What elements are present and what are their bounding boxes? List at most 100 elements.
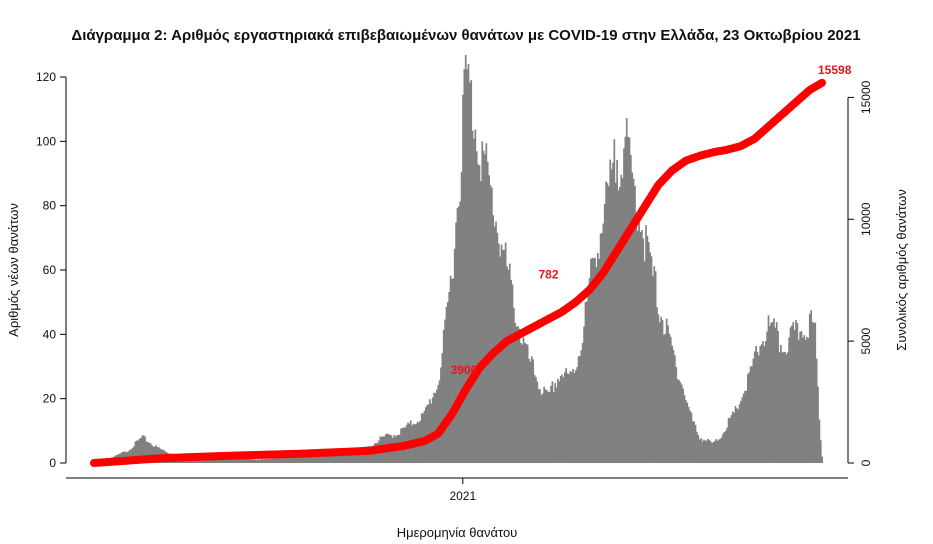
bar — [594, 257, 596, 463]
bar — [584, 301, 587, 463]
bar — [625, 118, 628, 463]
bar — [716, 440, 719, 463]
bar — [507, 269, 510, 463]
bar — [603, 204, 606, 464]
bar — [228, 457, 230, 463]
bar — [358, 449, 361, 463]
bar — [308, 454, 310, 463]
bar — [482, 150, 485, 463]
bar — [258, 459, 261, 463]
bar — [724, 430, 727, 463]
bar — [213, 458, 215, 463]
bar — [720, 437, 723, 463]
bar — [203, 459, 206, 463]
bar — [339, 452, 342, 463]
bar — [795, 320, 797, 463]
bar — [550, 385, 552, 463]
bar — [214, 458, 217, 463]
bar — [819, 440, 822, 463]
annotation-label: 15598 — [818, 63, 852, 77]
bar — [149, 443, 152, 463]
bar — [320, 452, 323, 463]
bar — [133, 446, 135, 463]
bar — [663, 334, 665, 463]
bar — [700, 438, 702, 463]
bar — [276, 458, 279, 463]
bar — [547, 391, 550, 463]
bar — [316, 454, 318, 463]
bar — [694, 424, 697, 463]
bar — [598, 258, 601, 463]
bar — [341, 452, 343, 463]
y-axis-label: Αριθμός νέων θανάτων — [6, 203, 21, 337]
bar — [259, 459, 262, 463]
bar — [369, 447, 372, 463]
bar — [588, 277, 591, 463]
bar — [623, 148, 625, 463]
bar — [797, 339, 800, 463]
bar — [491, 187, 493, 464]
bar — [652, 275, 654, 463]
bar — [614, 182, 617, 463]
bar — [697, 435, 700, 463]
bar — [753, 351, 756, 463]
bar — [672, 349, 675, 463]
x-tick-label: 2021 — [449, 489, 476, 503]
bar — [438, 380, 441, 463]
bar — [737, 409, 740, 463]
bar — [356, 451, 358, 463]
bar — [488, 175, 490, 463]
bar — [751, 366, 753, 463]
bar — [298, 454, 301, 463]
bar — [484, 154, 486, 463]
bar — [287, 456, 290, 463]
bar — [620, 174, 623, 463]
bar — [555, 387, 558, 463]
bar — [137, 440, 140, 463]
y-tick-label: 100 — [36, 134, 56, 148]
bar — [222, 457, 225, 463]
bar — [346, 452, 349, 463]
bar — [285, 456, 288, 463]
annotation-label: 782 — [538, 267, 558, 281]
bar — [303, 453, 306, 463]
bar — [462, 94, 464, 463]
bar — [532, 359, 534, 463]
bar — [429, 399, 431, 463]
bar — [288, 456, 291, 463]
bar — [510, 279, 512, 463]
bar — [796, 323, 799, 463]
bar — [324, 452, 327, 463]
bar — [195, 459, 197, 463]
bar — [336, 454, 339, 463]
bar — [469, 82, 471, 463]
bar — [524, 342, 526, 463]
bar — [609, 159, 612, 463]
bar — [707, 438, 709, 463]
bar — [690, 412, 693, 463]
bar — [528, 358, 530, 463]
bar — [762, 341, 764, 463]
bar — [660, 316, 662, 463]
bar — [458, 206, 460, 464]
bar — [557, 378, 559, 463]
bar — [244, 458, 247, 463]
bar — [131, 447, 134, 463]
bar — [319, 453, 321, 463]
bar — [540, 395, 543, 463]
bar — [592, 258, 595, 463]
bar — [473, 138, 475, 463]
bar — [708, 439, 711, 463]
y2-tick-label: 0 — [859, 459, 873, 466]
bar — [638, 222, 640, 463]
bar — [763, 346, 766, 463]
bar — [676, 379, 679, 463]
bar — [268, 459, 270, 463]
bar — [810, 310, 812, 463]
axes-layer: 0 20 40 60 80 100 120 0 5000 10000 15000 2021 — [36, 70, 873, 503]
bar — [349, 451, 351, 463]
bar — [619, 187, 621, 463]
bar — [767, 315, 770, 463]
bar — [350, 451, 353, 463]
bar — [347, 451, 350, 463]
